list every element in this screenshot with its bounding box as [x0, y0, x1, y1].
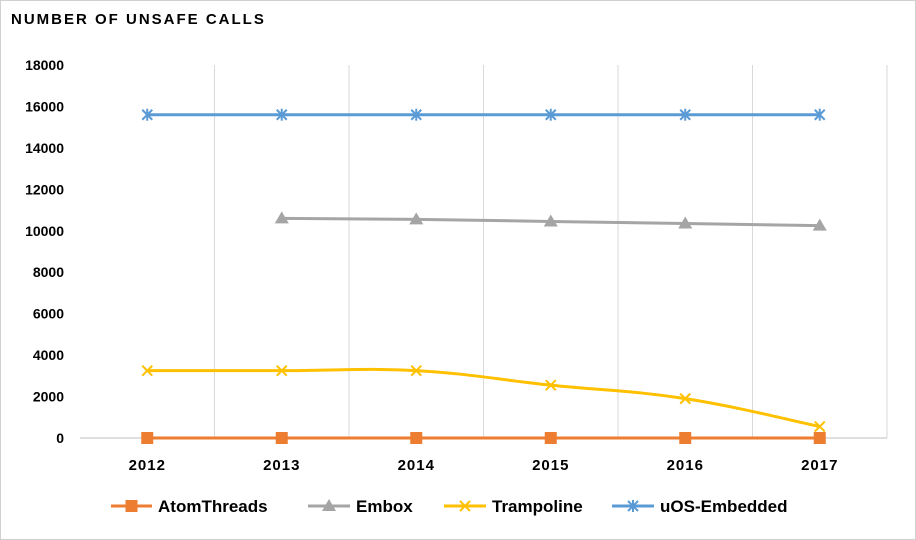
- y-tick-label: 10000: [25, 223, 64, 239]
- data-point: [276, 364, 288, 377]
- x-tick-label: 2015: [532, 457, 569, 474]
- y-tick-label: 6000: [33, 306, 64, 322]
- x-axis-ticks: 2012 2013 2014 2015 2016 2017: [129, 457, 838, 474]
- data-point: [543, 214, 558, 227]
- data-point: [275, 432, 288, 444]
- data-point: [141, 364, 153, 377]
- legend-label: Embox: [356, 497, 413, 516]
- legend-label: AtomThreads: [158, 497, 268, 516]
- data-point: [812, 218, 827, 231]
- x-tick-label: 2012: [129, 457, 166, 474]
- series-trampoline: [141, 364, 826, 433]
- data-point: [459, 500, 471, 512]
- data-point: [141, 108, 153, 121]
- data-point: [679, 108, 691, 121]
- data-point: [141, 432, 154, 444]
- y-axis-ticks: 0 2000 4000 6000 8000 10000 12000 14000 16000 180…: [25, 57, 64, 446]
- data-point: [410, 432, 423, 444]
- data-point: [679, 392, 691, 405]
- series-line: [147, 367, 821, 429]
- x-tick-label: 2017: [801, 457, 838, 474]
- data-point: [814, 108, 826, 121]
- gridlines: [214, 65, 888, 438]
- data-point: [410, 108, 422, 121]
- series-embox: [274, 211, 827, 231]
- data-point: [544, 432, 557, 444]
- legend: AtomThreads Embox Trampoline uOS-Embedded: [111, 497, 788, 516]
- legend-item: Embox: [308, 497, 413, 516]
- legend-label: uOS-Embedded: [660, 497, 788, 516]
- x-tick-label: 2013: [263, 457, 300, 474]
- series-uos-embedded: [141, 108, 826, 121]
- y-tick-label: 18000: [25, 57, 64, 73]
- data-point: [679, 432, 692, 444]
- series-group: [141, 108, 827, 444]
- y-tick-label: 8000: [33, 264, 64, 280]
- legend-item: AtomThreads: [111, 497, 268, 516]
- y-tick-label: 4000: [33, 347, 64, 363]
- data-point: [410, 364, 422, 377]
- y-tick-label: 2000: [33, 389, 64, 405]
- chart-title: NUMBER OF UNSAFE CALLS: [11, 11, 266, 28]
- legend-item: Trampoline: [444, 497, 583, 516]
- data-point: [814, 420, 826, 433]
- data-point: [678, 216, 693, 229]
- y-tick-label: 14000: [25, 140, 64, 156]
- data-point: [322, 499, 336, 511]
- data-point: [813, 432, 826, 444]
- data-point: [276, 108, 288, 121]
- data-point: [274, 211, 289, 224]
- y-tick-label: 0: [56, 430, 64, 446]
- y-tick-label: 12000: [25, 181, 64, 197]
- y-tick-label: 16000: [25, 98, 64, 114]
- series-atomthreads: [141, 432, 826, 444]
- legend-item: uOS-Embedded: [612, 497, 788, 516]
- x-tick-label: 2014: [398, 457, 435, 474]
- data-point: [409, 212, 424, 225]
- data-point: [545, 379, 557, 391]
- legend-label: Trampoline: [492, 497, 583, 516]
- data-point: [545, 108, 557, 121]
- x-tick-label: 2016: [667, 457, 704, 474]
- data-point: [627, 500, 639, 512]
- data-point: [125, 500, 138, 512]
